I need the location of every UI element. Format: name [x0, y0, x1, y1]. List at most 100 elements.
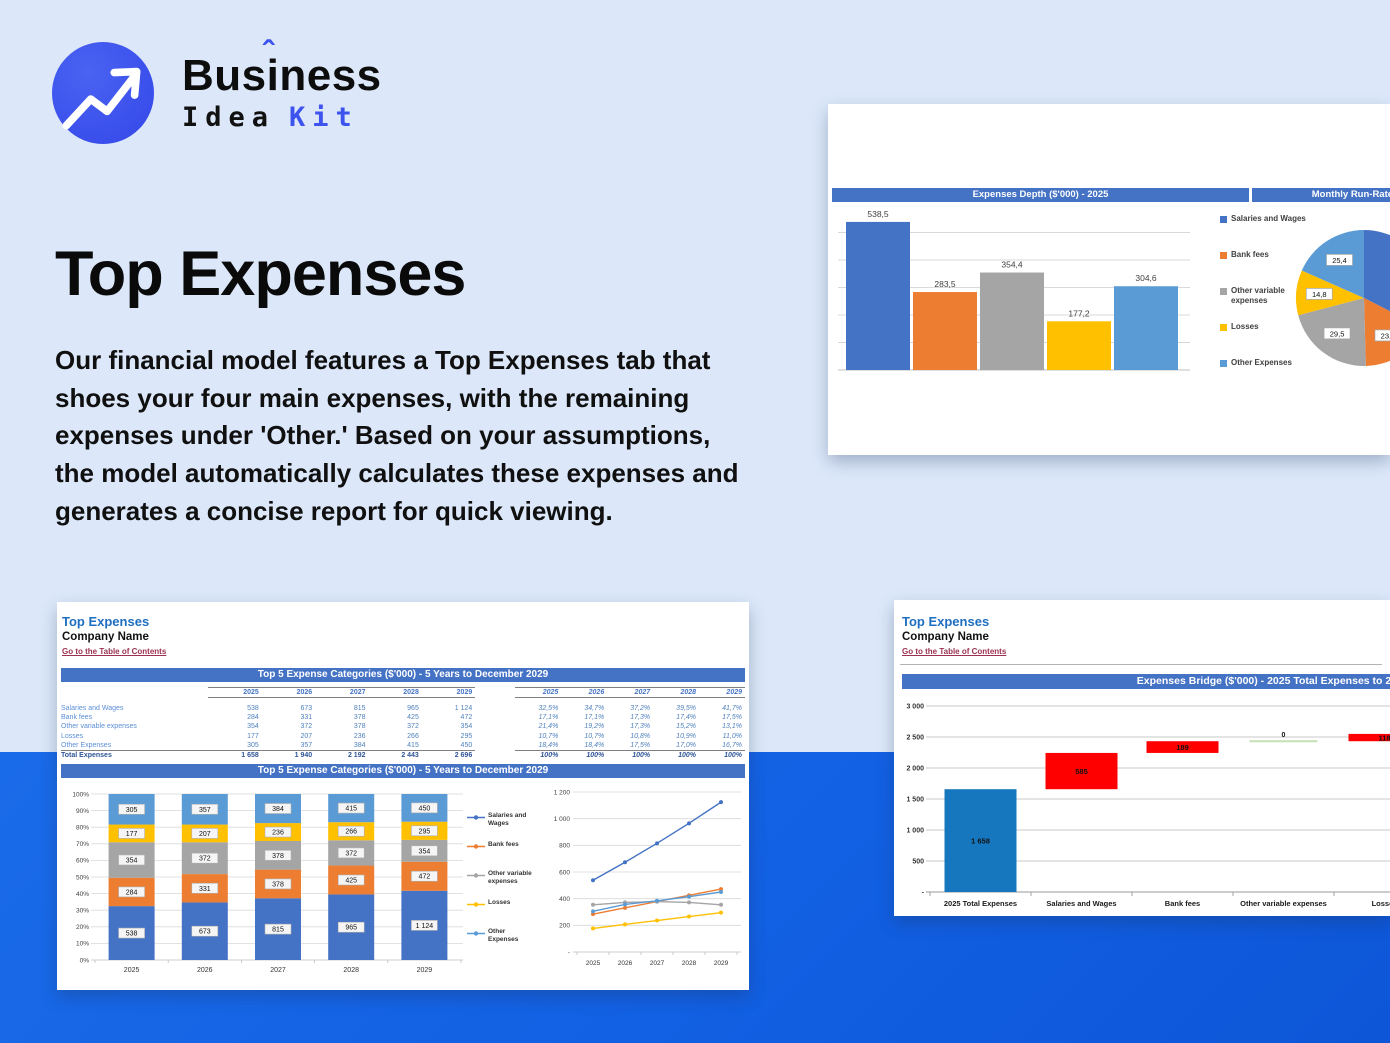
svg-text:50%: 50%	[76, 874, 89, 881]
svg-text:1 200: 1 200	[554, 789, 571, 796]
svg-text:500: 500	[912, 859, 924, 866]
svg-text:100%: 100%	[72, 791, 89, 798]
top5-table-banner: Top 5 Expense Categories ($'000) - 5 Yea…	[61, 668, 745, 682]
divider-line	[900, 664, 1382, 665]
legend-swatch-icon	[1220, 252, 1227, 259]
expenses-bridge-banner: Expenses Bridge ($'000) - 2025 Total Exp…	[902, 674, 1390, 689]
svg-text:-: -	[568, 949, 570, 956]
svg-text:815: 815	[272, 927, 284, 934]
svg-text:450: 450	[419, 805, 431, 812]
legend-line-marker-icon	[467, 844, 485, 849]
svg-text:1 124: 1 124	[416, 923, 434, 930]
top5-chart-banner: Top 5 Expense Categories ($'000) - 5 Yea…	[61, 764, 745, 778]
svg-text:118: 118	[1378, 733, 1390, 742]
monthly-run-rate-pie-chart: 23,6 29,5 14,8 25,4	[1295, 230, 1390, 366]
legend-line-marker-icon	[467, 931, 485, 936]
svg-text:2027: 2027	[270, 967, 286, 974]
svg-text:415: 415	[345, 806, 357, 813]
svg-text:1 500: 1 500	[906, 797, 924, 804]
logo-circle	[52, 42, 154, 144]
page-title: Top Expenses	[55, 239, 466, 310]
svg-text:266: 266	[345, 829, 357, 836]
svg-text:2025: 2025	[586, 960, 601, 967]
monthly-run-rate-banner: Monthly Run-Rate ($'000	[1252, 188, 1390, 202]
legend-swatch-icon	[1220, 288, 1227, 295]
top5-chart-legend: Salaries and Wages Bank fees Other variabl…	[467, 812, 533, 957]
svg-text:2026: 2026	[197, 967, 213, 974]
svg-text:600: 600	[559, 869, 570, 876]
top5-percent-table: 2025 2026 2027 2028 2029 32,5% 34,7% 37,2% 39,5%…	[515, 686, 745, 761]
legend-swatch-icon	[1220, 216, 1227, 223]
top5-categories-panel: Top Expenses Company Name Go to the Tabl…	[57, 602, 749, 990]
svg-text:14,8: 14,8	[1312, 290, 1327, 299]
i-circumflex: ˆ	[262, 34, 275, 73]
svg-text:Salaries and Wages: Salaries and Wages	[1046, 899, 1116, 908]
svg-text:2026: 2026	[618, 960, 633, 967]
svg-text:2028: 2028	[343, 967, 359, 974]
legend-item: Salaries and Wages	[1220, 214, 1308, 250]
brand-line2: Idea Kit	[182, 101, 359, 133]
table-of-contents-link[interactable]: Go to the Table of Contents	[902, 647, 1007, 656]
svg-text:425: 425	[345, 877, 357, 884]
svg-text:Losses: Losses	[1372, 899, 1390, 908]
svg-text:2 500: 2 500	[906, 735, 924, 742]
svg-text:354,4: 354,4	[1001, 260, 1023, 270]
top5-tables: 2025 2026 2027 2028 2029 Salaries and Wages 53…	[61, 686, 745, 761]
brand-line1: Busi ˆ ness	[182, 34, 382, 100]
legend-item: Other variable expenses	[467, 870, 533, 899]
svg-text:538,5: 538,5	[867, 209, 889, 219]
top5-values-table: 2025 2026 2027 2028 2029 Salaries and Wages 53…	[61, 686, 476, 761]
legend-item: Losses	[1220, 322, 1308, 358]
svg-text:295: 295	[419, 828, 431, 835]
company-name: Company Name	[902, 631, 989, 643]
svg-text:800: 800	[559, 843, 570, 850]
svg-text:2028: 2028	[682, 960, 697, 967]
svg-text:284: 284	[126, 889, 138, 896]
logo-wordmark: Busi ˆ ness Idea Kit	[182, 34, 382, 133]
svg-text:207: 207	[199, 831, 211, 838]
svg-text:331: 331	[199, 886, 211, 893]
legend-item: Other variable expenses	[1220, 286, 1308, 322]
legend-swatch-icon	[1220, 324, 1227, 331]
svg-text:2029: 2029	[417, 967, 433, 974]
legend-item: Bank fees	[1220, 250, 1308, 286]
svg-text:354: 354	[419, 848, 431, 855]
svg-text:1 000: 1 000	[554, 816, 571, 823]
expenses-bridge-panel: Top Expenses Company Name Go to the Tabl…	[894, 600, 1390, 916]
svg-text:378: 378	[272, 853, 284, 860]
svg-text:29,5: 29,5	[1330, 330, 1345, 339]
svg-text:80%: 80%	[76, 825, 89, 832]
svg-text:965: 965	[345, 925, 357, 932]
svg-text:Other variable expenses: Other variable expenses	[1240, 899, 1327, 908]
svg-text:283,5: 283,5	[934, 279, 956, 289]
svg-text:0%: 0%	[80, 957, 90, 964]
legend-item: Other Expenses	[1220, 358, 1308, 394]
expenses-depth-banner: Expenses Depth ($'000) - 2025	[832, 188, 1249, 202]
legend-item: Bank fees	[467, 841, 533, 870]
svg-text:0: 0	[1282, 732, 1286, 739]
legend-item: Other Expenses	[467, 928, 533, 957]
company-name: Company Name	[62, 631, 149, 643]
legend-line-marker-icon	[467, 902, 485, 907]
svg-text:2025: 2025	[124, 967, 140, 974]
legend-line-marker-icon	[467, 815, 485, 820]
svg-text:357: 357	[199, 807, 211, 814]
expenses-bridge-waterfall-chart: 3 000 2 500 2 000 1 500 1 000 500 - 1 658 2025 T…	[906, 704, 1390, 908]
svg-text:90%: 90%	[76, 808, 89, 815]
table-of-contents-link[interactable]: Go to the Table of Contents	[62, 647, 167, 656]
svg-text:10%: 10%	[76, 941, 89, 948]
svg-text:189: 189	[1176, 743, 1189, 752]
expenses-depth-panel: Expenses Depth ($'000) - 2025 Monthly Ru…	[828, 104, 1390, 455]
legend-line-marker-icon	[467, 873, 485, 878]
page-description: Our financial model features a Top Expen…	[55, 345, 739, 526]
svg-text:2029: 2029	[714, 960, 729, 967]
svg-text:354: 354	[126, 857, 138, 864]
svg-text:23,6: 23,6	[1381, 332, 1390, 341]
legend-item: Losses	[467, 899, 533, 928]
svg-text:400: 400	[559, 896, 570, 903]
svg-text:20%: 20%	[76, 924, 89, 931]
svg-text:177: 177	[126, 831, 138, 838]
sheet-title: Top Expenses	[62, 614, 150, 629]
svg-text:378: 378	[272, 881, 284, 888]
